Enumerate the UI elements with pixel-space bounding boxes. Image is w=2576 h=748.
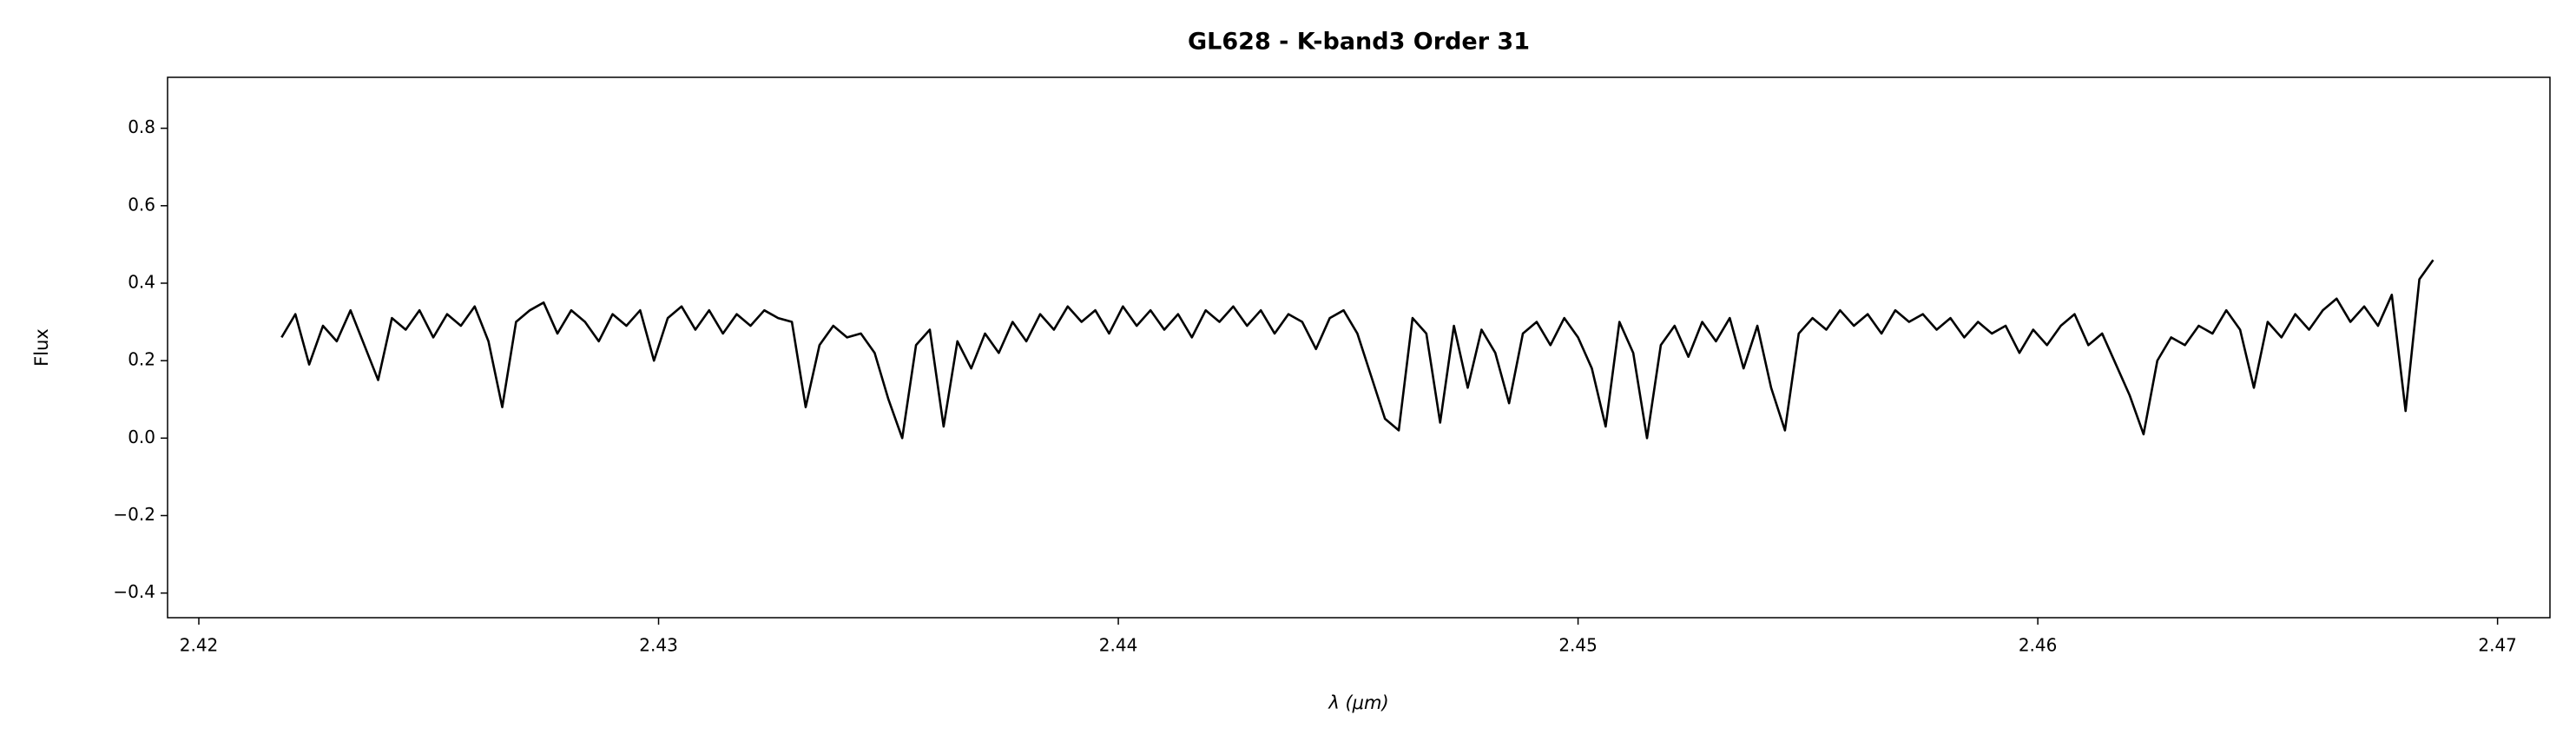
x-tick-label: 2.43 [639,635,678,656]
y-tick-label: 0.2 [128,349,155,370]
x-tick-label: 2.47 [2478,635,2517,656]
y-tick-label: 0.0 [128,427,155,447]
x-tick-label: 2.42 [180,635,219,656]
y-tick-label: −0.2 [113,504,155,525]
y-tick-label: −0.4 [113,581,155,602]
spectrum-line [280,259,2434,440]
x-axis-label: λ (μm) [1328,692,1388,713]
y-tick-label: 0.8 [128,116,155,137]
chart-title: GL628 - K-band3 Order 31 [1188,29,1530,56]
plot-frame [167,76,2551,619]
x-tick-label: 2.46 [2019,635,2058,656]
x-tick-label: 2.45 [1558,635,1598,656]
x-tick-label: 2.44 [1099,635,1138,656]
y-tick-label: 0.4 [128,271,155,292]
y-tick-label: 0.6 [128,194,155,215]
y-axis-label: Flux [31,328,52,367]
